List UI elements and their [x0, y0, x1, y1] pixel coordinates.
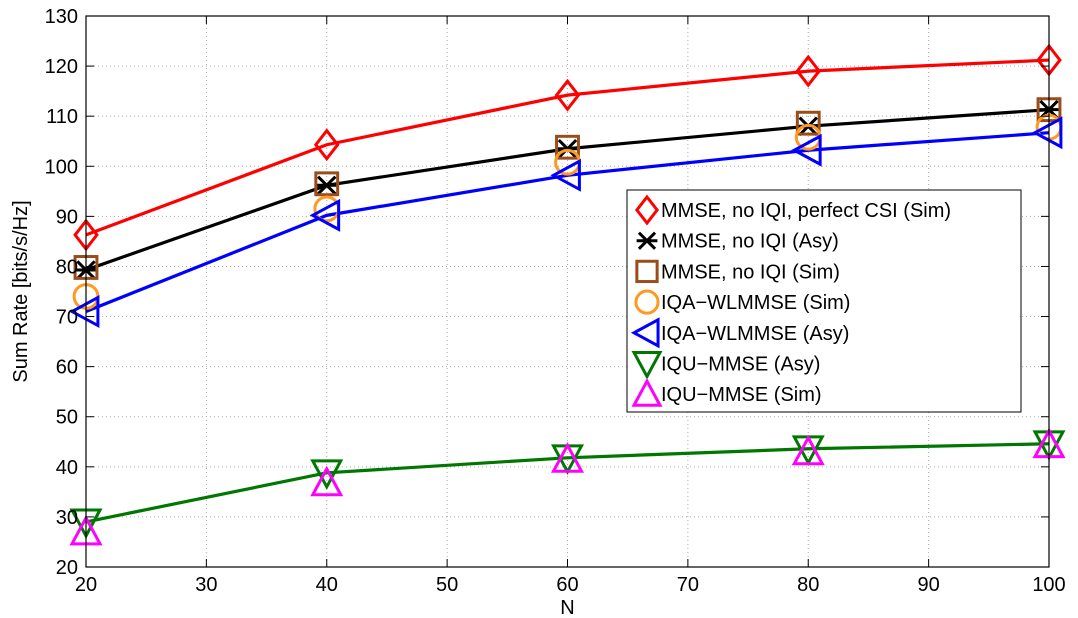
legend-label: MMSE, no IQI (Asy) — [661, 231, 839, 253]
axis-ticks: 20 30 40 50 60 70 80 90 100 20 30 40 50 60 70 80 90 100 11… — [45, 6, 1066, 596]
data-point — [550, 158, 581, 192]
data-point — [313, 128, 340, 162]
legend-marker — [635, 259, 659, 284]
x-tick-label: 40 — [316, 574, 338, 596]
y-axis-label: Sum Rate [bits/s/Hz] — [10, 200, 32, 382]
y-tick-label: 20 — [56, 557, 78, 579]
grid — [86, 16, 1049, 567]
x-tick-label: 90 — [918, 574, 940, 596]
legend-label: MMSE, no IQI (Sim) — [661, 261, 840, 283]
data-point — [795, 54, 822, 88]
legend-label: IQU−MMSE (Sim) — [661, 384, 822, 406]
legend-marker — [631, 378, 663, 407]
data-point — [556, 139, 579, 159]
legend-box — [626, 189, 1022, 413]
data-point — [1031, 116, 1063, 150]
series-6 — [85, 442, 1050, 524]
y-tick-label: 90 — [56, 206, 78, 228]
data-point — [309, 198, 341, 232]
y-tick-label: 120 — [45, 56, 78, 78]
legend-label: IQU−MMSE (Asy) — [661, 354, 820, 376]
series-line — [85, 442, 1050, 524]
data-point — [314, 171, 340, 197]
legend-label: IQA−WLMMSE (Asy) — [661, 323, 849, 345]
data-point — [791, 133, 822, 167]
data-point — [791, 434, 825, 466]
x-tick-label: 70 — [677, 574, 699, 596]
y-tick-label: 110 — [46, 106, 78, 128]
x-tick-label: 20 — [75, 574, 97, 596]
legend-marker — [630, 317, 660, 349]
y-tick-label: 80 — [56, 256, 78, 278]
x-tick-label: 80 — [797, 574, 819, 596]
legend-marker — [631, 350, 663, 380]
legend-marker — [634, 289, 660, 315]
y-tick-label: 130 — [45, 6, 78, 28]
legend-label: MMSE, no IQI, perfect CSI (Sim) — [661, 200, 951, 222]
y-tick-label: 50 — [56, 407, 78, 429]
x-tick-label: 100 — [1032, 574, 1065, 596]
data-point — [68, 295, 100, 329]
legend-marker — [636, 231, 658, 250]
y-tick-label: 30 — [56, 507, 78, 529]
x-tick-label: 50 — [436, 574, 458, 596]
legend: MMSE, no IQI, perfect CSI (Sim) MMSE, no … — [626, 189, 1022, 413]
y-tick-label: 60 — [56, 357, 78, 379]
legend-marker — [634, 194, 660, 226]
x-tick-label: 30 — [195, 574, 217, 596]
data-point — [554, 78, 581, 112]
y-tick-label: 70 — [56, 307, 78, 329]
y-tick-label: 40 — [56, 457, 78, 479]
series-1 — [85, 58, 1050, 237]
legend-label: IQA−WLMMSE (Sim) — [661, 292, 850, 314]
series-line — [85, 58, 1050, 237]
x-axis-label: N — [560, 597, 574, 618]
data-point — [795, 110, 821, 136]
data-point — [550, 442, 585, 473]
series-markers-5 — [68, 116, 1063, 329]
y-tick-label: 100 — [45, 156, 78, 178]
data-point — [310, 459, 344, 490]
x-tick-label: 60 — [556, 574, 578, 596]
data-point — [555, 134, 580, 160]
data-point — [315, 175, 338, 196]
data-point — [310, 465, 344, 497]
